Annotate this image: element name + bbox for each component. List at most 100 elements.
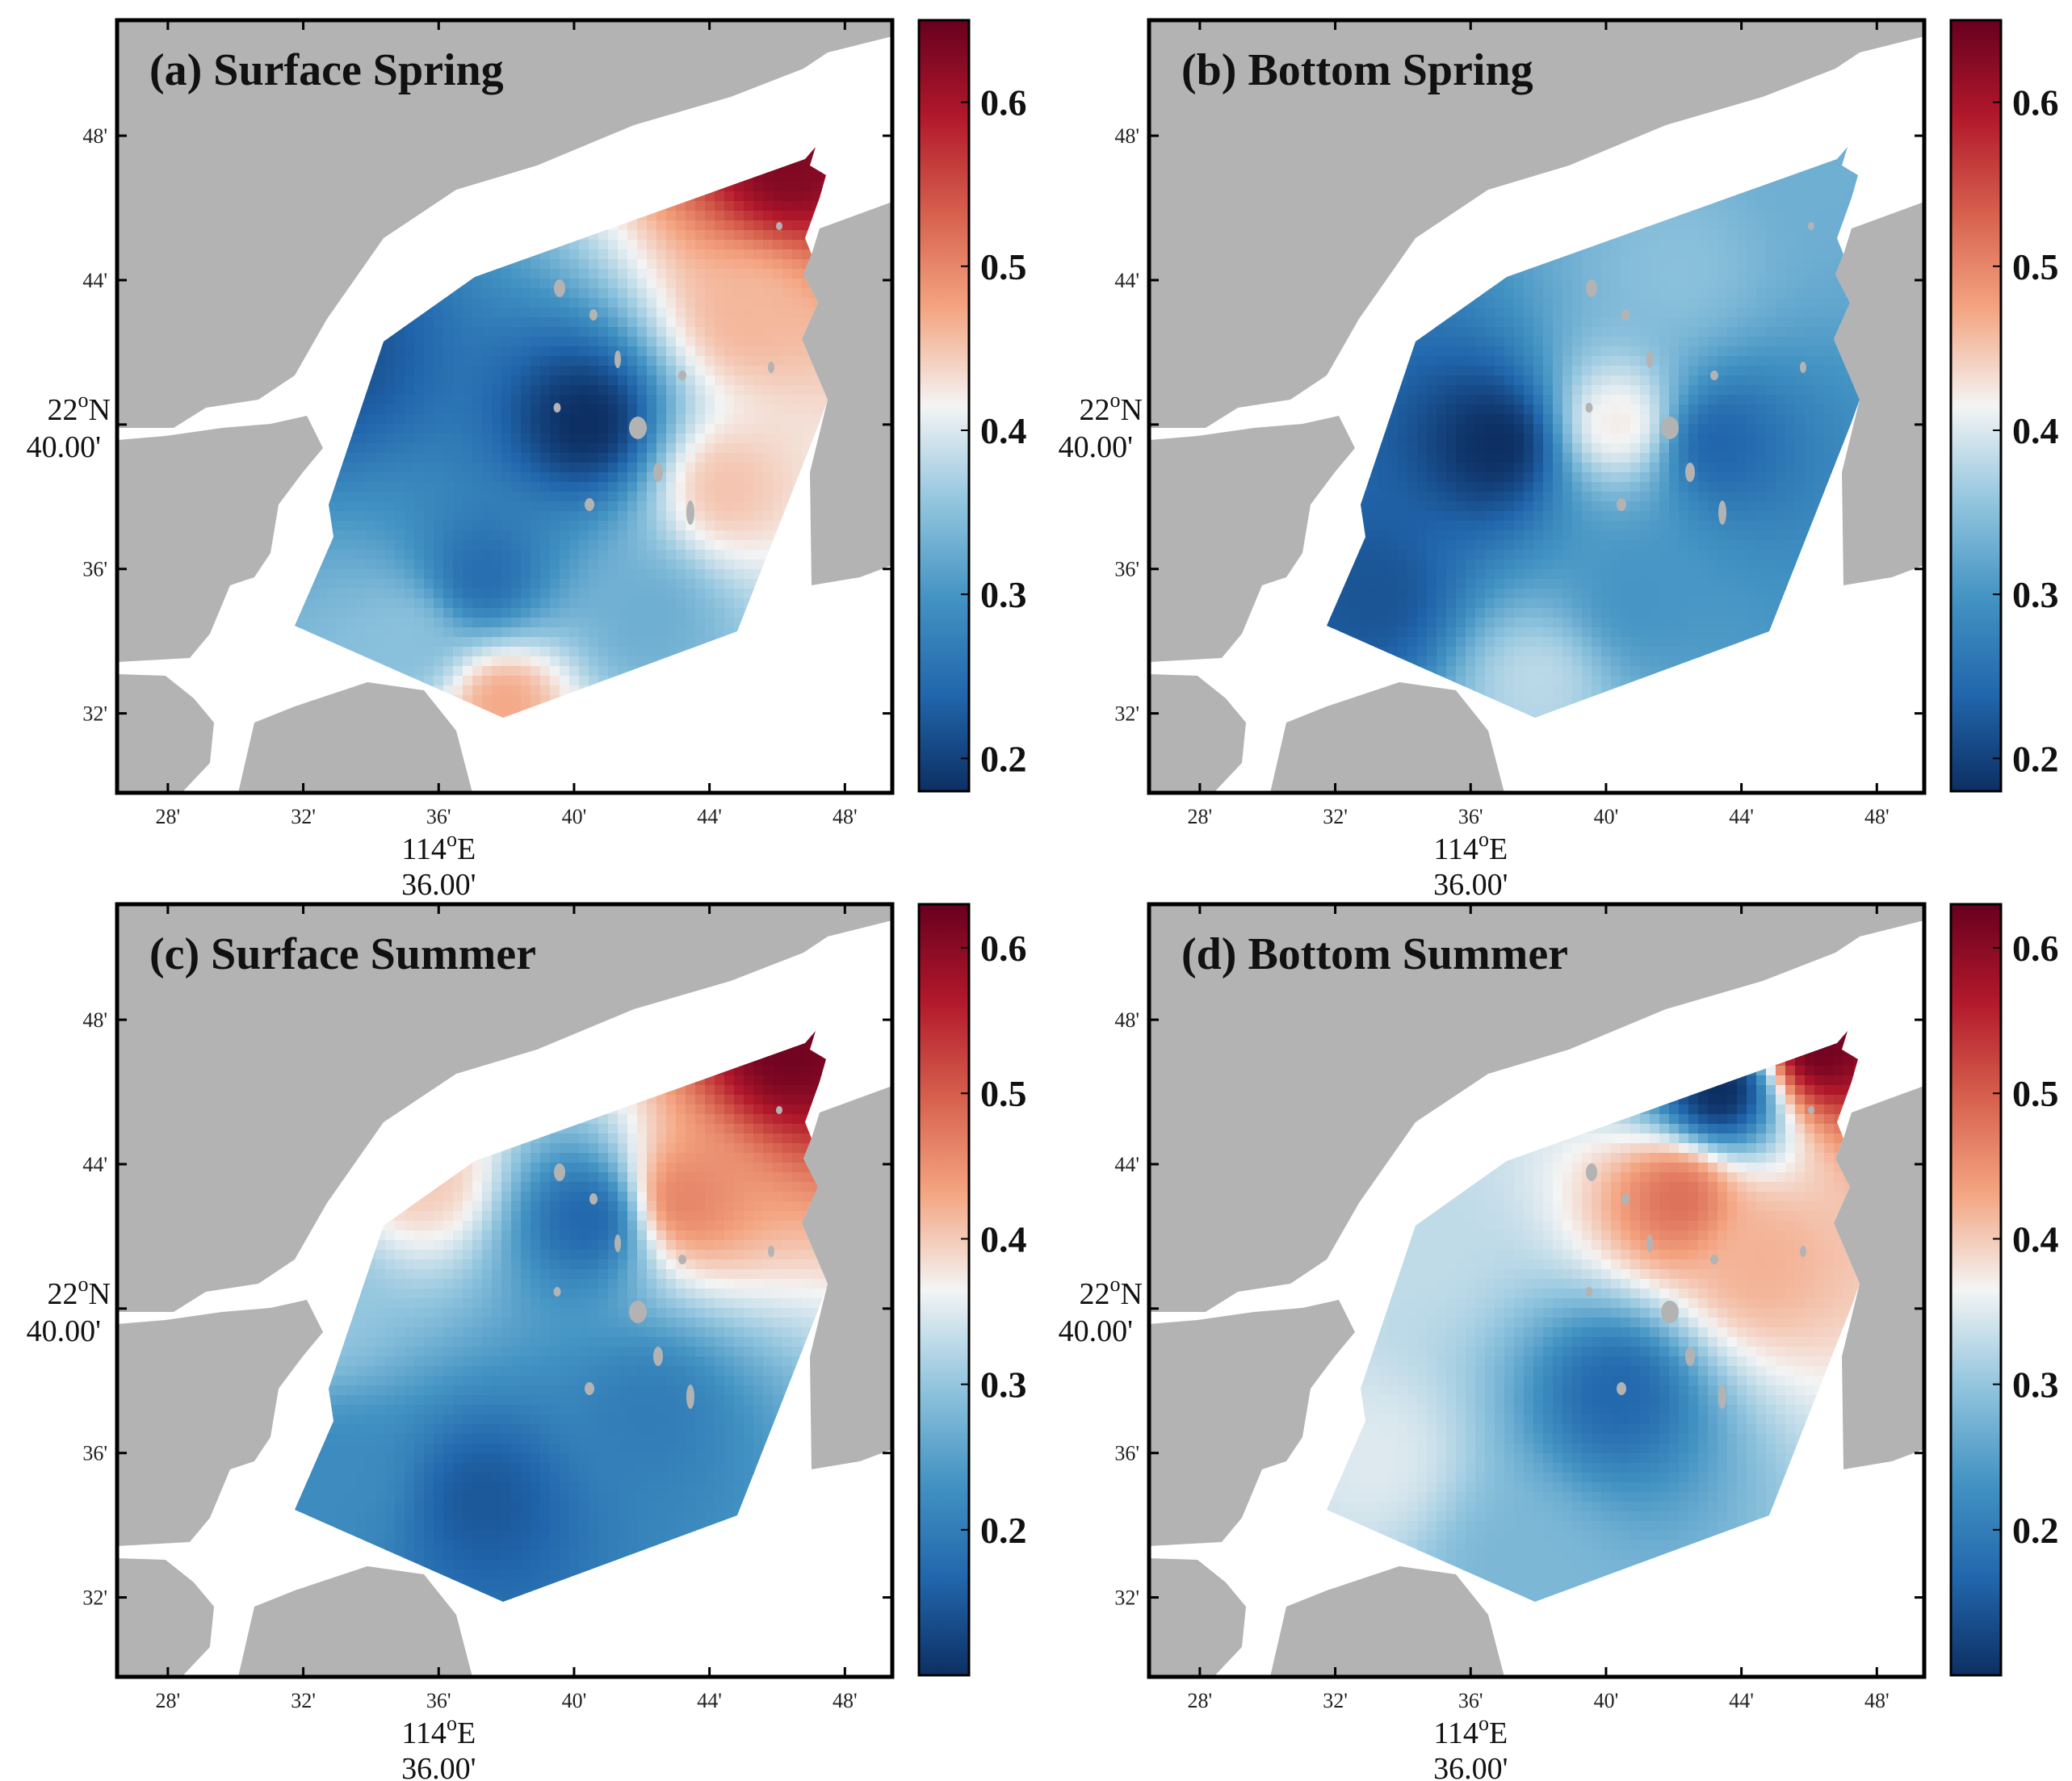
field-cell <box>763 317 774 328</box>
field-cell <box>1708 288 1718 299</box>
field-cell <box>715 327 725 337</box>
field-cell <box>405 366 415 376</box>
field-cell <box>463 676 473 686</box>
field-cell <box>405 589 415 599</box>
field-cell <box>1727 288 1738 299</box>
field-cell <box>531 434 541 444</box>
field-cell <box>569 511 580 522</box>
field-cell <box>763 279 774 289</box>
field-cell <box>560 540 570 551</box>
field-cell <box>589 453 599 463</box>
field-cell <box>705 627 715 638</box>
field-cell <box>346 608 357 618</box>
field-cell <box>395 337 405 347</box>
field-cell <box>1572 288 1583 299</box>
field-cell <box>472 395 483 405</box>
field-cell <box>637 279 648 289</box>
field-cell <box>773 308 783 318</box>
field-cell <box>395 521 405 531</box>
field-cell <box>1659 230 1670 241</box>
field-cell <box>1824 211 1835 221</box>
field-cell <box>705 288 715 299</box>
field-cell <box>463 308 473 318</box>
field-cell <box>656 298 667 308</box>
field-cell <box>443 424 454 434</box>
field-cell <box>443 656 454 667</box>
field-cell <box>405 385 415 396</box>
field-cell <box>1814 201 1825 212</box>
field-cell <box>560 404 570 415</box>
field-cell <box>715 230 725 241</box>
field-cell <box>560 647 570 657</box>
field-cell <box>472 472 483 483</box>
field-cell <box>569 424 580 434</box>
field-cell <box>540 685 551 696</box>
field-cell <box>482 695 493 706</box>
field-cell <box>395 569 405 580</box>
field-cell <box>792 191 803 202</box>
field-cell <box>521 627 531 638</box>
field-cell <box>424 472 434 483</box>
field-cell <box>1592 308 1602 318</box>
field-cell <box>540 608 551 618</box>
field-cell <box>589 424 599 434</box>
field-cell <box>773 182 783 192</box>
field-cell <box>715 589 725 599</box>
field-cell <box>1679 288 1689 299</box>
colorbar-bar <box>917 19 971 793</box>
field-cell <box>1659 308 1670 318</box>
field-cell <box>385 530 396 541</box>
field-cell <box>375 569 386 580</box>
field-cell <box>627 647 638 657</box>
field-cell <box>560 521 570 531</box>
field-cell <box>1621 288 1631 299</box>
field-cell <box>666 230 677 241</box>
field-cell <box>531 298 541 308</box>
field-cell <box>647 424 657 434</box>
field-cell <box>1727 298 1738 308</box>
field-cell <box>453 463 463 473</box>
field-cell <box>443 637 454 647</box>
field-cell <box>744 279 754 289</box>
field-cell <box>637 579 648 589</box>
field-cell <box>666 327 677 337</box>
field-cell <box>734 559 744 570</box>
field-cell <box>676 463 686 473</box>
field-cell <box>1776 308 1786 318</box>
field-cell <box>589 540 599 551</box>
field-cell <box>472 298 483 308</box>
field-cell <box>463 521 473 531</box>
field-cell <box>1718 240 1728 250</box>
field-cell <box>472 443 483 454</box>
field-cell <box>647 637 657 647</box>
field-cell <box>1766 201 1776 212</box>
field-cell <box>569 259 580 270</box>
field-cell <box>637 540 648 551</box>
field-cell <box>802 424 812 434</box>
field-cell <box>1727 269 1738 279</box>
field-cell <box>550 530 560 541</box>
field-cell <box>686 589 696 599</box>
field-cell <box>763 337 774 347</box>
field-cell <box>346 618 357 628</box>
field-cell <box>1698 240 1709 250</box>
field-cell <box>550 501 560 512</box>
field-cell <box>434 356 444 367</box>
field-cell <box>501 608 512 618</box>
field-cell <box>550 521 560 531</box>
field-cell <box>753 559 764 570</box>
field-cell <box>695 540 706 551</box>
field-cell <box>579 424 589 434</box>
field-cell <box>1543 327 1554 337</box>
field-cell <box>686 598 696 609</box>
field-cell <box>395 501 405 512</box>
field-cell <box>1824 182 1835 192</box>
field-cell <box>346 589 357 599</box>
field-cell <box>482 579 493 589</box>
field-cell <box>724 414 735 425</box>
field-cell <box>1766 249 1776 260</box>
field-cell <box>472 647 483 657</box>
field-cell <box>366 482 376 492</box>
field-cell <box>463 511 473 522</box>
field-cell <box>598 414 609 425</box>
